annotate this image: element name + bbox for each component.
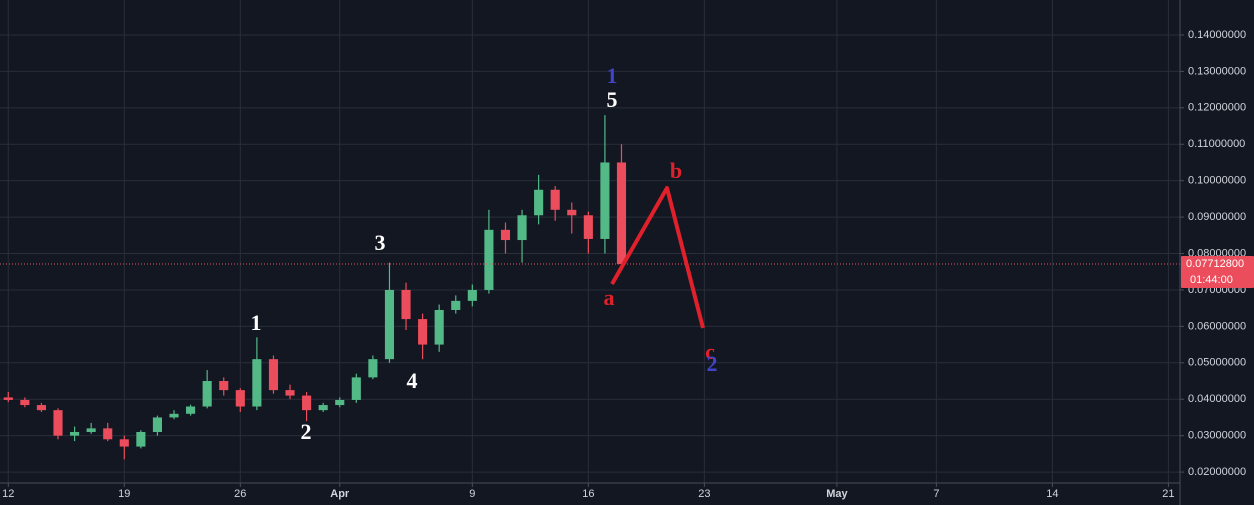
y-tick-label: 0.02000000 (1188, 466, 1246, 478)
candle-body (384, 289, 395, 360)
price-label: 0.07712800 (1186, 258, 1244, 270)
candle-body (268, 359, 279, 391)
y-tick-label: 0.06000000 (1188, 320, 1246, 332)
price-label-box (1181, 255, 1254, 288)
x-tick-label: Apr (330, 488, 350, 500)
candle-body (3, 397, 13, 400)
candle-body (600, 162, 610, 239)
candle-body (534, 189, 544, 216)
y-tick-label: 0.14000000 (1188, 29, 1246, 41)
candle-body (202, 381, 212, 407)
candle-body (434, 309, 444, 345)
candle-body (86, 428, 96, 433)
wave-label: b (670, 158, 682, 183)
y-tick-label: 0.10000000 (1188, 175, 1246, 187)
candle-body (567, 209, 577, 216)
candle-body (119, 439, 129, 447)
x-tick-label: 14 (1046, 488, 1058, 500)
candle-body (467, 289, 477, 301)
candles (0, 115, 1180, 460)
candle-body (517, 215, 527, 241)
candle-body (616, 162, 627, 265)
candle-body (70, 432, 80, 436)
candle-body (318, 405, 328, 411)
countdown: 01:44:00 (1190, 274, 1233, 286)
candle-body (36, 405, 46, 411)
x-tick-label: 23 (698, 488, 710, 500)
candle-body (583, 215, 593, 239)
x-tick-label: 12 (2, 488, 14, 500)
candle-body (484, 229, 494, 290)
grid (0, 0, 1180, 483)
x-tick-label: 21 (1162, 488, 1174, 500)
candle-body (103, 428, 113, 440)
wave-label: c (705, 339, 715, 364)
candle-body (401, 289, 411, 320)
y-tick-label: 0.05000000 (1188, 357, 1246, 369)
wave-label: 1 (251, 310, 262, 335)
candle-body (302, 395, 312, 411)
x-tick-label: 7 (933, 488, 939, 500)
candle-body (550, 189, 560, 210)
candle-body (186, 406, 196, 414)
y-tick-label: 0.12000000 (1188, 102, 1246, 114)
x-tick-label: 19 (118, 488, 130, 500)
candle-body (169, 413, 179, 418)
candle-body (368, 359, 378, 378)
candle-body (335, 399, 345, 406)
candle-body (235, 390, 245, 407)
candle-body (500, 229, 511, 241)
x-tick-label: May (826, 488, 848, 500)
candle-body (451, 300, 461, 310)
y-tick-label: 0.03000000 (1188, 430, 1246, 442)
y-tick-label: 0.04000000 (1188, 393, 1246, 405)
candle-body (136, 432, 146, 447)
wave-label: 1 (607, 63, 618, 88)
candle-body (219, 381, 229, 391)
wave-label: 4 (407, 368, 418, 393)
candle-body (252, 359, 262, 407)
candle-body (285, 390, 295, 396)
y-tick-label: 0.11000000 (1188, 138, 1245, 150)
wave-label: a (604, 285, 615, 310)
x-tick-label: 26 (234, 488, 246, 500)
wave-label: 5 (607, 87, 618, 112)
candle-body (418, 319, 428, 345)
y-tick-label: 0.09000000 (1188, 211, 1246, 223)
wave-label: 2 (707, 351, 718, 376)
candle-body (20, 399, 30, 406)
axes: 0.02000000 0.03000000 0.04000000 0.05000000… (2, 29, 1254, 500)
x-tick-label: 9 (469, 488, 475, 500)
wave-label: 3 (375, 230, 386, 255)
x-tick-label: 16 (582, 488, 594, 500)
wave-drawing (610, 186, 705, 329)
candle-body (351, 377, 361, 400)
candle-body (53, 410, 63, 436)
wave-label: 2 (301, 419, 312, 444)
candle-body (152, 417, 163, 433)
y-tick-label: 0.13000000 (1188, 65, 1246, 77)
